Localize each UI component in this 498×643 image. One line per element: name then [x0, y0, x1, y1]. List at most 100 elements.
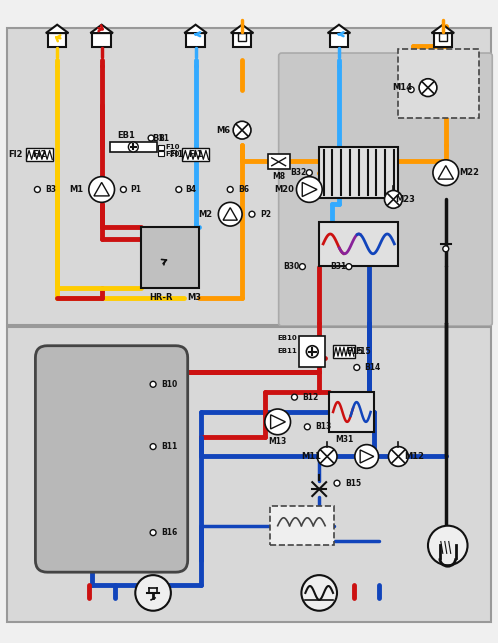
Text: F15: F15	[346, 347, 364, 356]
Bar	[93, 33, 111, 46]
Text: M14: M14	[392, 83, 412, 92]
Text: B12: B12	[302, 393, 319, 402]
Circle shape	[433, 160, 459, 186]
Circle shape	[150, 381, 156, 387]
Circle shape	[317, 447, 337, 466]
Text: B11: B11	[161, 442, 177, 451]
Text: FI2: FI2	[32, 150, 47, 159]
Bar	[398, 49, 480, 118]
Text: FI2: FI2	[8, 150, 22, 159]
Bar	[319, 222, 398, 266]
Text: M13: M13	[268, 437, 287, 446]
Circle shape	[443, 246, 449, 252]
Circle shape	[233, 122, 251, 139]
Bar	[329, 392, 374, 431]
Circle shape	[355, 444, 378, 468]
Text: F10: F10	[165, 144, 179, 150]
Circle shape	[419, 78, 437, 96]
Bar	[110, 142, 157, 152]
Circle shape	[227, 186, 233, 192]
Circle shape	[428, 526, 468, 565]
Text: F15: F15	[355, 347, 371, 356]
Text: EB11: EB11	[278, 348, 297, 354]
Circle shape	[128, 142, 138, 152]
Bar	[439, 33, 447, 41]
Text: M3: M3	[188, 293, 202, 302]
Bar	[434, 33, 452, 46]
Circle shape	[296, 177, 322, 203]
Circle shape	[306, 346, 318, 358]
Polygon shape	[231, 24, 253, 33]
Circle shape	[121, 186, 126, 192]
Bar	[182, 149, 210, 161]
Circle shape	[408, 87, 414, 93]
Text: M8: M8	[272, 172, 285, 181]
Text: FI1: FI1	[188, 150, 203, 159]
Circle shape	[89, 177, 115, 203]
Bar	[319, 147, 398, 199]
Circle shape	[388, 447, 408, 466]
Circle shape	[299, 264, 305, 269]
Text: P1: P1	[130, 185, 141, 194]
Circle shape	[150, 530, 156, 536]
Text: M2: M2	[198, 210, 213, 219]
Bar	[299, 336, 325, 368]
Circle shape	[334, 480, 340, 486]
Bar	[270, 506, 334, 545]
Text: P2: P2	[260, 210, 271, 219]
Bar	[7, 28, 491, 325]
Circle shape	[301, 575, 337, 611]
Text: M1: M1	[70, 185, 84, 194]
Circle shape	[249, 212, 255, 217]
Text: M22: M22	[460, 168, 480, 177]
Text: M11: M11	[301, 452, 321, 461]
Bar	[268, 154, 289, 168]
Text: B10: B10	[161, 380, 177, 389]
Bar	[186, 33, 205, 46]
Text: B13: B13	[315, 422, 332, 431]
Text: F20: F20	[165, 151, 179, 157]
Bar	[141, 227, 199, 288]
Text: B1: B1	[158, 134, 169, 143]
Polygon shape	[328, 24, 350, 33]
FancyBboxPatch shape	[35, 346, 188, 572]
Text: B6: B6	[238, 185, 249, 194]
FancyBboxPatch shape	[279, 53, 492, 326]
Circle shape	[346, 264, 352, 269]
Polygon shape	[46, 24, 69, 33]
Bar	[233, 33, 251, 46]
Circle shape	[265, 409, 290, 435]
Text: B32: B32	[290, 168, 306, 177]
Text: B15: B15	[345, 478, 361, 487]
Bar	[238, 33, 246, 41]
Bar	[25, 149, 53, 161]
Polygon shape	[90, 24, 113, 33]
Circle shape	[306, 170, 312, 176]
Text: M6: M6	[216, 125, 230, 134]
Circle shape	[34, 186, 40, 192]
Text: B30: B30	[283, 262, 299, 271]
Text: FI1: FI1	[169, 150, 184, 159]
Circle shape	[150, 444, 156, 449]
Bar	[330, 33, 348, 46]
Text: B4: B4	[186, 185, 197, 194]
Text: M20: M20	[274, 185, 294, 194]
Text: HR-R: HR-R	[149, 293, 173, 302]
Text: B14: B14	[365, 363, 381, 372]
Circle shape	[218, 203, 242, 226]
Text: B1: B1	[152, 134, 164, 143]
Circle shape	[135, 575, 171, 611]
Text: EB10: EB10	[278, 335, 297, 341]
Text: B31: B31	[331, 262, 347, 271]
Polygon shape	[431, 24, 454, 33]
Circle shape	[384, 190, 402, 208]
Circle shape	[354, 365, 360, 370]
Bar	[48, 33, 66, 46]
Text: B3: B3	[45, 185, 56, 194]
Circle shape	[148, 135, 154, 141]
Text: M23: M23	[395, 195, 415, 204]
Bar	[158, 151, 164, 156]
Polygon shape	[184, 24, 207, 33]
Bar	[7, 327, 491, 622]
Bar	[333, 345, 355, 358]
